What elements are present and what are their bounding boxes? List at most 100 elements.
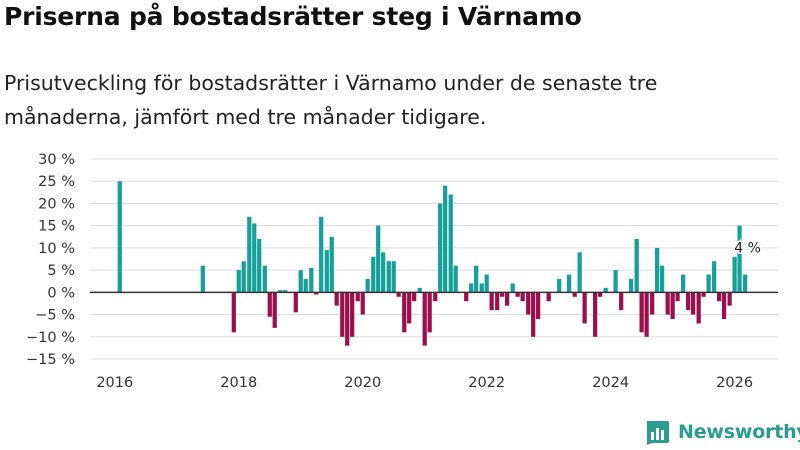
bar (619, 292, 624, 311)
bar (500, 292, 505, 297)
bar (396, 292, 401, 297)
chart-subtitle: Prisutveckling för bostadsrätter i Värna… (4, 71, 658, 129)
bar (350, 292, 355, 337)
bar (675, 292, 680, 302)
bar (283, 290, 288, 293)
y-tick-label: −15 % (26, 352, 75, 368)
bar (324, 250, 329, 293)
bar (407, 292, 412, 324)
bar (376, 225, 381, 293)
bar (448, 194, 453, 293)
bar (597, 292, 603, 297)
bar (690, 292, 696, 315)
bar (721, 292, 727, 319)
x-tick-label: 2018 (220, 375, 257, 391)
bar (665, 292, 670, 315)
bar (536, 292, 541, 319)
bar (453, 265, 458, 293)
newsworthy-logo-text: Newsworthy (678, 421, 800, 443)
bar (293, 292, 298, 313)
bar (505, 292, 510, 306)
bar (272, 292, 277, 328)
bar (737, 225, 742, 293)
bar (252, 223, 257, 293)
y-tick-label: 30 % (38, 152, 75, 168)
bar (613, 270, 618, 293)
bar (716, 292, 722, 302)
bar (659, 265, 665, 293)
bar (438, 203, 443, 293)
bar (474, 265, 479, 293)
bar (345, 292, 350, 346)
bar (262, 265, 267, 293)
bar (443, 185, 448, 293)
bar (309, 267, 314, 293)
bar (732, 256, 737, 293)
bar (696, 292, 701, 324)
bar (117, 181, 122, 293)
bar (314, 292, 319, 295)
bar (644, 292, 649, 337)
bar (572, 292, 577, 297)
y-tick-label: 10 % (38, 241, 75, 257)
bar (686, 292, 691, 311)
y-tick-label: −5 % (35, 308, 75, 324)
y-tick-label: 0 % (47, 285, 75, 301)
bar (329, 236, 334, 293)
bar (402, 292, 407, 333)
bar (298, 270, 303, 293)
bar (526, 292, 531, 315)
bar (634, 239, 639, 293)
bar (567, 274, 572, 293)
bar (267, 292, 272, 317)
bar (427, 292, 432, 333)
bar (464, 292, 469, 302)
newsworthy-logo[interactable]: Newsworthy (644, 419, 800, 445)
x-tick-label: 2020 (344, 375, 381, 391)
bar (340, 292, 345, 337)
bar (593, 292, 598, 337)
bar (231, 292, 236, 333)
bar (670, 292, 675, 319)
x-tick-label: 2024 (592, 375, 629, 391)
bar (515, 292, 520, 297)
x-tick-label: 2026 (716, 375, 753, 391)
bar (546, 292, 551, 302)
bar (712, 261, 717, 293)
bar (278, 290, 283, 293)
bar (701, 292, 706, 297)
chart-title: Priserna på bostadsrätter steg i Värnamo (4, 2, 582, 31)
bar (319, 216, 324, 293)
bar (241, 261, 246, 293)
bar (422, 292, 427, 346)
bar (727, 292, 732, 306)
bar (743, 274, 748, 293)
bar (412, 292, 417, 302)
bar (650, 292, 655, 315)
bar (469, 283, 474, 293)
y-tick-label: 5 % (47, 263, 75, 279)
bar (706, 274, 711, 293)
y-tick-label: −10 % (26, 330, 75, 346)
bar (520, 292, 525, 302)
bar (577, 252, 582, 293)
bar (334, 292, 339, 306)
bar (655, 247, 660, 293)
bar (479, 283, 484, 293)
bar (247, 216, 252, 293)
bar (386, 261, 391, 293)
bar (200, 265, 205, 293)
bar (303, 279, 308, 293)
bar (417, 287, 422, 293)
bar (433, 292, 438, 302)
bar (365, 279, 370, 293)
bar (557, 279, 562, 293)
bar (495, 292, 500, 311)
bar (360, 292, 365, 315)
y-tick-label: 20 % (38, 196, 75, 212)
y-tick-label: 25 % (38, 174, 75, 190)
x-tick-label: 2022 (468, 375, 505, 391)
bar (236, 270, 241, 293)
bar (510, 283, 515, 293)
newsworthy-logo-icon (647, 421, 669, 445)
